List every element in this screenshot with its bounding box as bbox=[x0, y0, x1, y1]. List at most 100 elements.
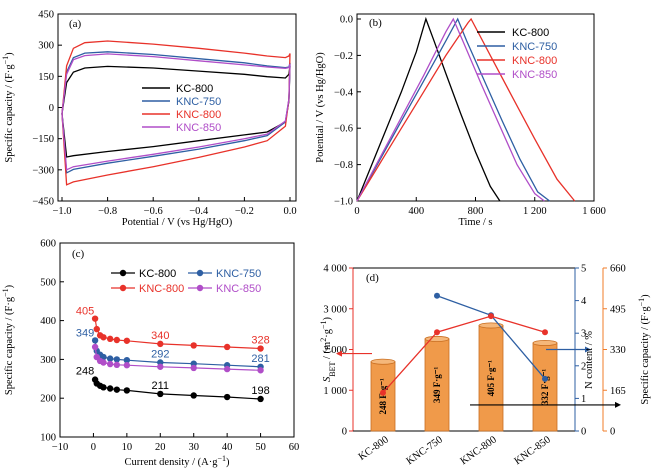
x-tick-label: KNC-750 bbox=[404, 434, 444, 467]
panel-c: −10 0 10 20 30 40 50 60 100 200 300 400 500 600 Curren… bbox=[1, 239, 300, 469]
x-tick-label: 0.0 bbox=[283, 206, 296, 217]
data-point bbox=[257, 345, 264, 352]
data-point bbox=[91, 337, 99, 344]
y-tick-label: 200 bbox=[40, 394, 56, 405]
y-tick-label: −0.8 bbox=[334, 160, 353, 171]
legend-marker bbox=[196, 269, 204, 277]
y-tick-label: −0.2 bbox=[334, 51, 353, 62]
data-point bbox=[113, 386, 121, 393]
y-tick-label: 600 bbox=[40, 239, 56, 250]
x-tick-label: 400 bbox=[408, 206, 424, 217]
data-point bbox=[123, 362, 131, 369]
y-tick-label: 0.0 bbox=[340, 15, 353, 26]
series-KNC-750 bbox=[356, 17, 550, 202]
capacity-point bbox=[380, 389, 386, 396]
y-left-tick-label: 2 000 bbox=[323, 345, 347, 356]
y-tick-label: −300 bbox=[32, 165, 54, 176]
data-point bbox=[157, 363, 164, 370]
x-tick-label: −0.2 bbox=[235, 206, 254, 217]
legend-label: KNC-750 bbox=[176, 96, 221, 108]
data-point bbox=[113, 356, 121, 363]
y-left-tick-label: 0 bbox=[342, 427, 347, 438]
data-point bbox=[100, 359, 107, 366]
legend-label: KC-800 bbox=[512, 27, 549, 39]
legend-label: KNC-850 bbox=[216, 283, 261, 295]
legend-label: KNC-750 bbox=[512, 41, 557, 53]
legend-label: KC-800 bbox=[139, 268, 176, 280]
y-axis-label: Potential / V (vs Hg/HgO) bbox=[315, 52, 326, 163]
x-tick-label: 1 200 bbox=[523, 206, 547, 217]
legend-label: KNC-750 bbox=[216, 268, 261, 280]
panel-label: (a) bbox=[69, 18, 82, 30]
bar-KNC-850 bbox=[532, 342, 558, 432]
bar-cap bbox=[478, 322, 504, 329]
series-KNC-800 bbox=[61, 40, 291, 186]
data-label: 281 bbox=[251, 353, 269, 365]
data-label: 328 bbox=[251, 335, 269, 347]
y-right2-tick-label: 495 bbox=[610, 304, 626, 315]
data-label: 211 bbox=[152, 380, 170, 392]
legend-marker bbox=[196, 284, 204, 292]
y-axis-label: Specific capacity / (F·g−1) bbox=[1, 52, 16, 163]
legend-label: KNC-800 bbox=[139, 283, 184, 295]
legend-label: KNC-850 bbox=[176, 122, 221, 134]
series-capacity bbox=[382, 315, 546, 394]
x-tick-label: KC-800 bbox=[357, 434, 391, 462]
x-tick-label: 1 600 bbox=[582, 206, 606, 217]
data-label: 340 bbox=[151, 330, 169, 342]
y-left-label: SBET / (m2·g−1) bbox=[319, 317, 337, 382]
y-tick-label: 0 bbox=[49, 103, 54, 114]
x-tick-label: 60 bbox=[289, 442, 300, 453]
data-point bbox=[113, 361, 121, 369]
legend-label: KC-800 bbox=[176, 83, 213, 95]
data-label: 405 bbox=[76, 306, 94, 318]
plot-frame bbox=[356, 13, 595, 202]
y-right1-tick-label: 5 bbox=[581, 264, 586, 275]
data-point bbox=[190, 342, 197, 349]
capacity-point bbox=[542, 329, 548, 336]
data-point bbox=[123, 337, 131, 344]
y-right1-tick-label: 2 bbox=[581, 361, 586, 372]
panel-label: (c) bbox=[72, 248, 85, 260]
panel-d: 0 1 000 2 000 3 000 4 000 0 1 2 3 4 5 0 165 330 495 660… bbox=[319, 264, 652, 468]
data-point bbox=[157, 390, 164, 398]
data-point bbox=[91, 315, 99, 322]
y-tick-label: 300 bbox=[40, 355, 56, 366]
y-right1-tick-label: 3 bbox=[581, 329, 586, 340]
n-content-point bbox=[542, 375, 548, 382]
data-point bbox=[157, 340, 164, 348]
bar-cap bbox=[370, 358, 396, 365]
y-right1-tick-label: 4 bbox=[581, 296, 587, 307]
panel-a: −1.0 −0.8 −0.6 −0.4 −0.2 0.0 −450 −300 −150 0 150 3… bbox=[1, 10, 297, 229]
capacity-point bbox=[434, 329, 440, 336]
y-tick-label: 400 bbox=[40, 316, 56, 327]
y-tick-label: 100 bbox=[40, 433, 56, 444]
panel-label: (d) bbox=[366, 272, 379, 284]
y-tick-label: −1.0 bbox=[334, 197, 353, 208]
y-right2-tick-label: 330 bbox=[610, 345, 626, 356]
data-point bbox=[113, 336, 121, 344]
series-KNC-800 bbox=[94, 318, 261, 350]
series-KC-800 bbox=[356, 16, 501, 202]
x-tick-label: KNC-800 bbox=[458, 434, 498, 467]
panel-b: 0 400 800 1 200 1 600 −1.0 −0.8 −0.6 −0.4 −0.2 0.0… bbox=[315, 13, 606, 228]
x-tick-label: −0.6 bbox=[144, 206, 163, 217]
x-tick-label: 800 bbox=[468, 206, 484, 217]
panel-label: (b) bbox=[369, 17, 382, 29]
data-point bbox=[106, 355, 114, 362]
data-point bbox=[106, 385, 114, 392]
data-point bbox=[93, 325, 100, 333]
bar-label: 405 F·g⁻¹ bbox=[486, 360, 496, 396]
data-label: 292 bbox=[151, 349, 169, 361]
y-right2-tick-label: 0 bbox=[610, 427, 615, 438]
legend-label: KNC-800 bbox=[176, 109, 221, 121]
arrow-left-head bbox=[336, 350, 342, 357]
x-tick-label: −0.8 bbox=[98, 206, 117, 217]
legend-label: KNC-850 bbox=[512, 69, 557, 81]
bar-cap bbox=[424, 335, 450, 342]
y-right2-tick-label: 165 bbox=[610, 386, 626, 397]
y-tick-label: −450 bbox=[32, 197, 54, 208]
bar-label: 248 F·g⁻¹ bbox=[378, 378, 388, 414]
data-point bbox=[123, 387, 131, 394]
